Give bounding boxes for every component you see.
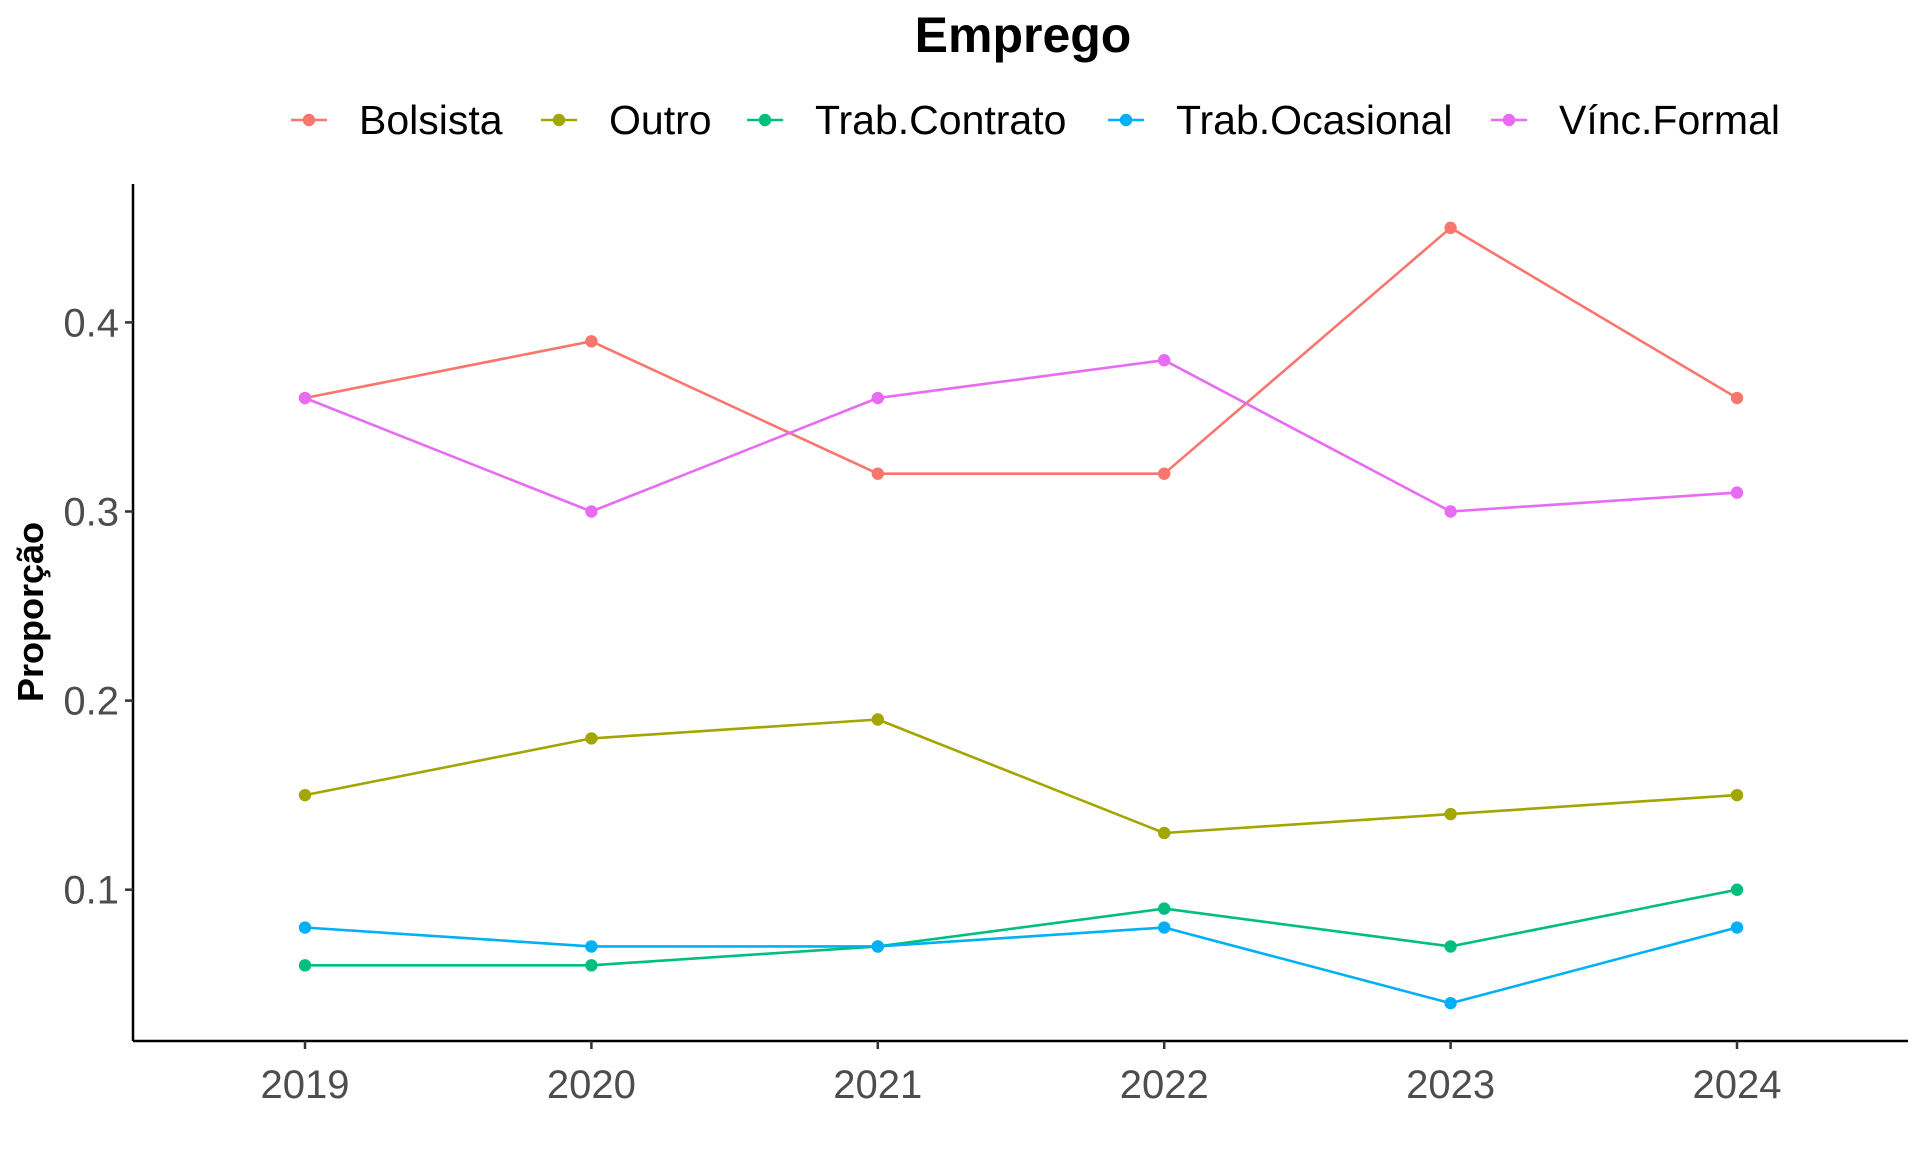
- x-tick-label: 2022: [1120, 1063, 1209, 1107]
- series-line-trab-ocasional: [304, 926, 1738, 1005]
- series-line-trab-contrato: [305, 888, 1738, 967]
- data-point-outro: [298, 788, 312, 802]
- y-tick-label: 0.4: [63, 301, 119, 345]
- legend-item-trab-contrato: Trab.Contrato: [747, 97, 1066, 143]
- legend-label: Vínc.Formal: [1559, 97, 1780, 143]
- x-tick-label: 2021: [833, 1063, 922, 1107]
- x-tick-label: 2019: [261, 1063, 350, 1107]
- data-point-outro: [1730, 788, 1744, 802]
- legend-item-bolsista: Bolsista: [291, 97, 503, 143]
- y-tick-label: 0.3: [63, 491, 119, 535]
- data-point-v-nc-formal: [1158, 354, 1171, 367]
- legend-label: Outro: [609, 97, 712, 143]
- series-outro: [298, 713, 1744, 840]
- chart-title: Emprego: [915, 7, 1132, 63]
- series-v-nc-formal: [298, 354, 1744, 518]
- data-point-trab-ocasional: [298, 921, 312, 934]
- x-ticks: 2019 2020 2021 2022 2023 2024: [261, 1041, 1782, 1107]
- series-line-outro: [304, 718, 1738, 835]
- legend-key-point: [302, 113, 316, 127]
- data-point-bolsista: [585, 335, 598, 348]
- data-point-trab-ocasional: [585, 940, 598, 953]
- data-point-bolsista: [1730, 391, 1744, 405]
- data-point-v-nc-formal: [585, 505, 598, 518]
- y-axis-label: Proporção: [10, 522, 51, 702]
- data-point-trab-ocasional: [1158, 921, 1171, 934]
- data-point-trab-ocasional: [1444, 996, 1457, 1010]
- y-tick-label: 0.1: [63, 869, 119, 913]
- data-point-trab-contrato: [1730, 883, 1744, 896]
- data-point-v-nc-formal: [871, 391, 884, 405]
- legend-key-point: [552, 113, 566, 127]
- x-tick-label: 2020: [547, 1063, 636, 1107]
- data-point-trab-contrato: [1444, 940, 1457, 953]
- y-ticks: 0.1 0.2 0.3 0.4: [63, 301, 133, 913]
- legend-item-trab-ocasional: Trab.Ocasional: [1108, 97, 1453, 143]
- x-tick-label: 2024: [1693, 1063, 1782, 1107]
- data-point-trab-contrato: [585, 959, 598, 972]
- data-point-trab-contrato: [298, 959, 312, 972]
- data-point-trab-contrato: [1158, 902, 1171, 915]
- series-layer: [298, 221, 1744, 1010]
- data-point-bolsista: [1444, 221, 1457, 235]
- data-point-outro: [1158, 826, 1171, 840]
- data-point-trab-ocasional: [1730, 921, 1744, 934]
- data-point-outro: [871, 713, 884, 726]
- data-point-outro: [585, 732, 598, 745]
- legend-key-point: [1502, 113, 1516, 127]
- legend-label: Trab.Ocasional: [1176, 97, 1453, 143]
- y-tick-label: 0.2: [63, 680, 119, 724]
- legend-key-point: [758, 113, 772, 127]
- data-point-v-nc-formal: [298, 391, 312, 405]
- series-line-v-nc-formal: [304, 358, 1738, 513]
- data-point-bolsista: [871, 467, 884, 480]
- legend-label: Trab.Contrato: [815, 97, 1066, 143]
- data-point-bolsista: [1158, 467, 1171, 480]
- series-trab-ocasional: [298, 921, 1744, 1010]
- legend-item-outro: Outro: [541, 97, 712, 143]
- x-tick-label: 2023: [1406, 1063, 1495, 1107]
- data-point-outro: [1444, 807, 1457, 821]
- legend-label: Bolsista: [359, 97, 503, 143]
- legend-item-v-nc-formal: Vínc.Formal: [1491, 97, 1780, 143]
- legend-key-point: [1119, 113, 1133, 127]
- data-point-trab-ocasional: [871, 940, 884, 953]
- legend: Bolsista Outro Trab.Contrato Trab.Ocasional…: [291, 97, 1780, 143]
- data-point-v-nc-formal: [1444, 505, 1457, 518]
- series-line-bolsista: [304, 226, 1738, 476]
- data-point-v-nc-formal: [1730, 486, 1744, 499]
